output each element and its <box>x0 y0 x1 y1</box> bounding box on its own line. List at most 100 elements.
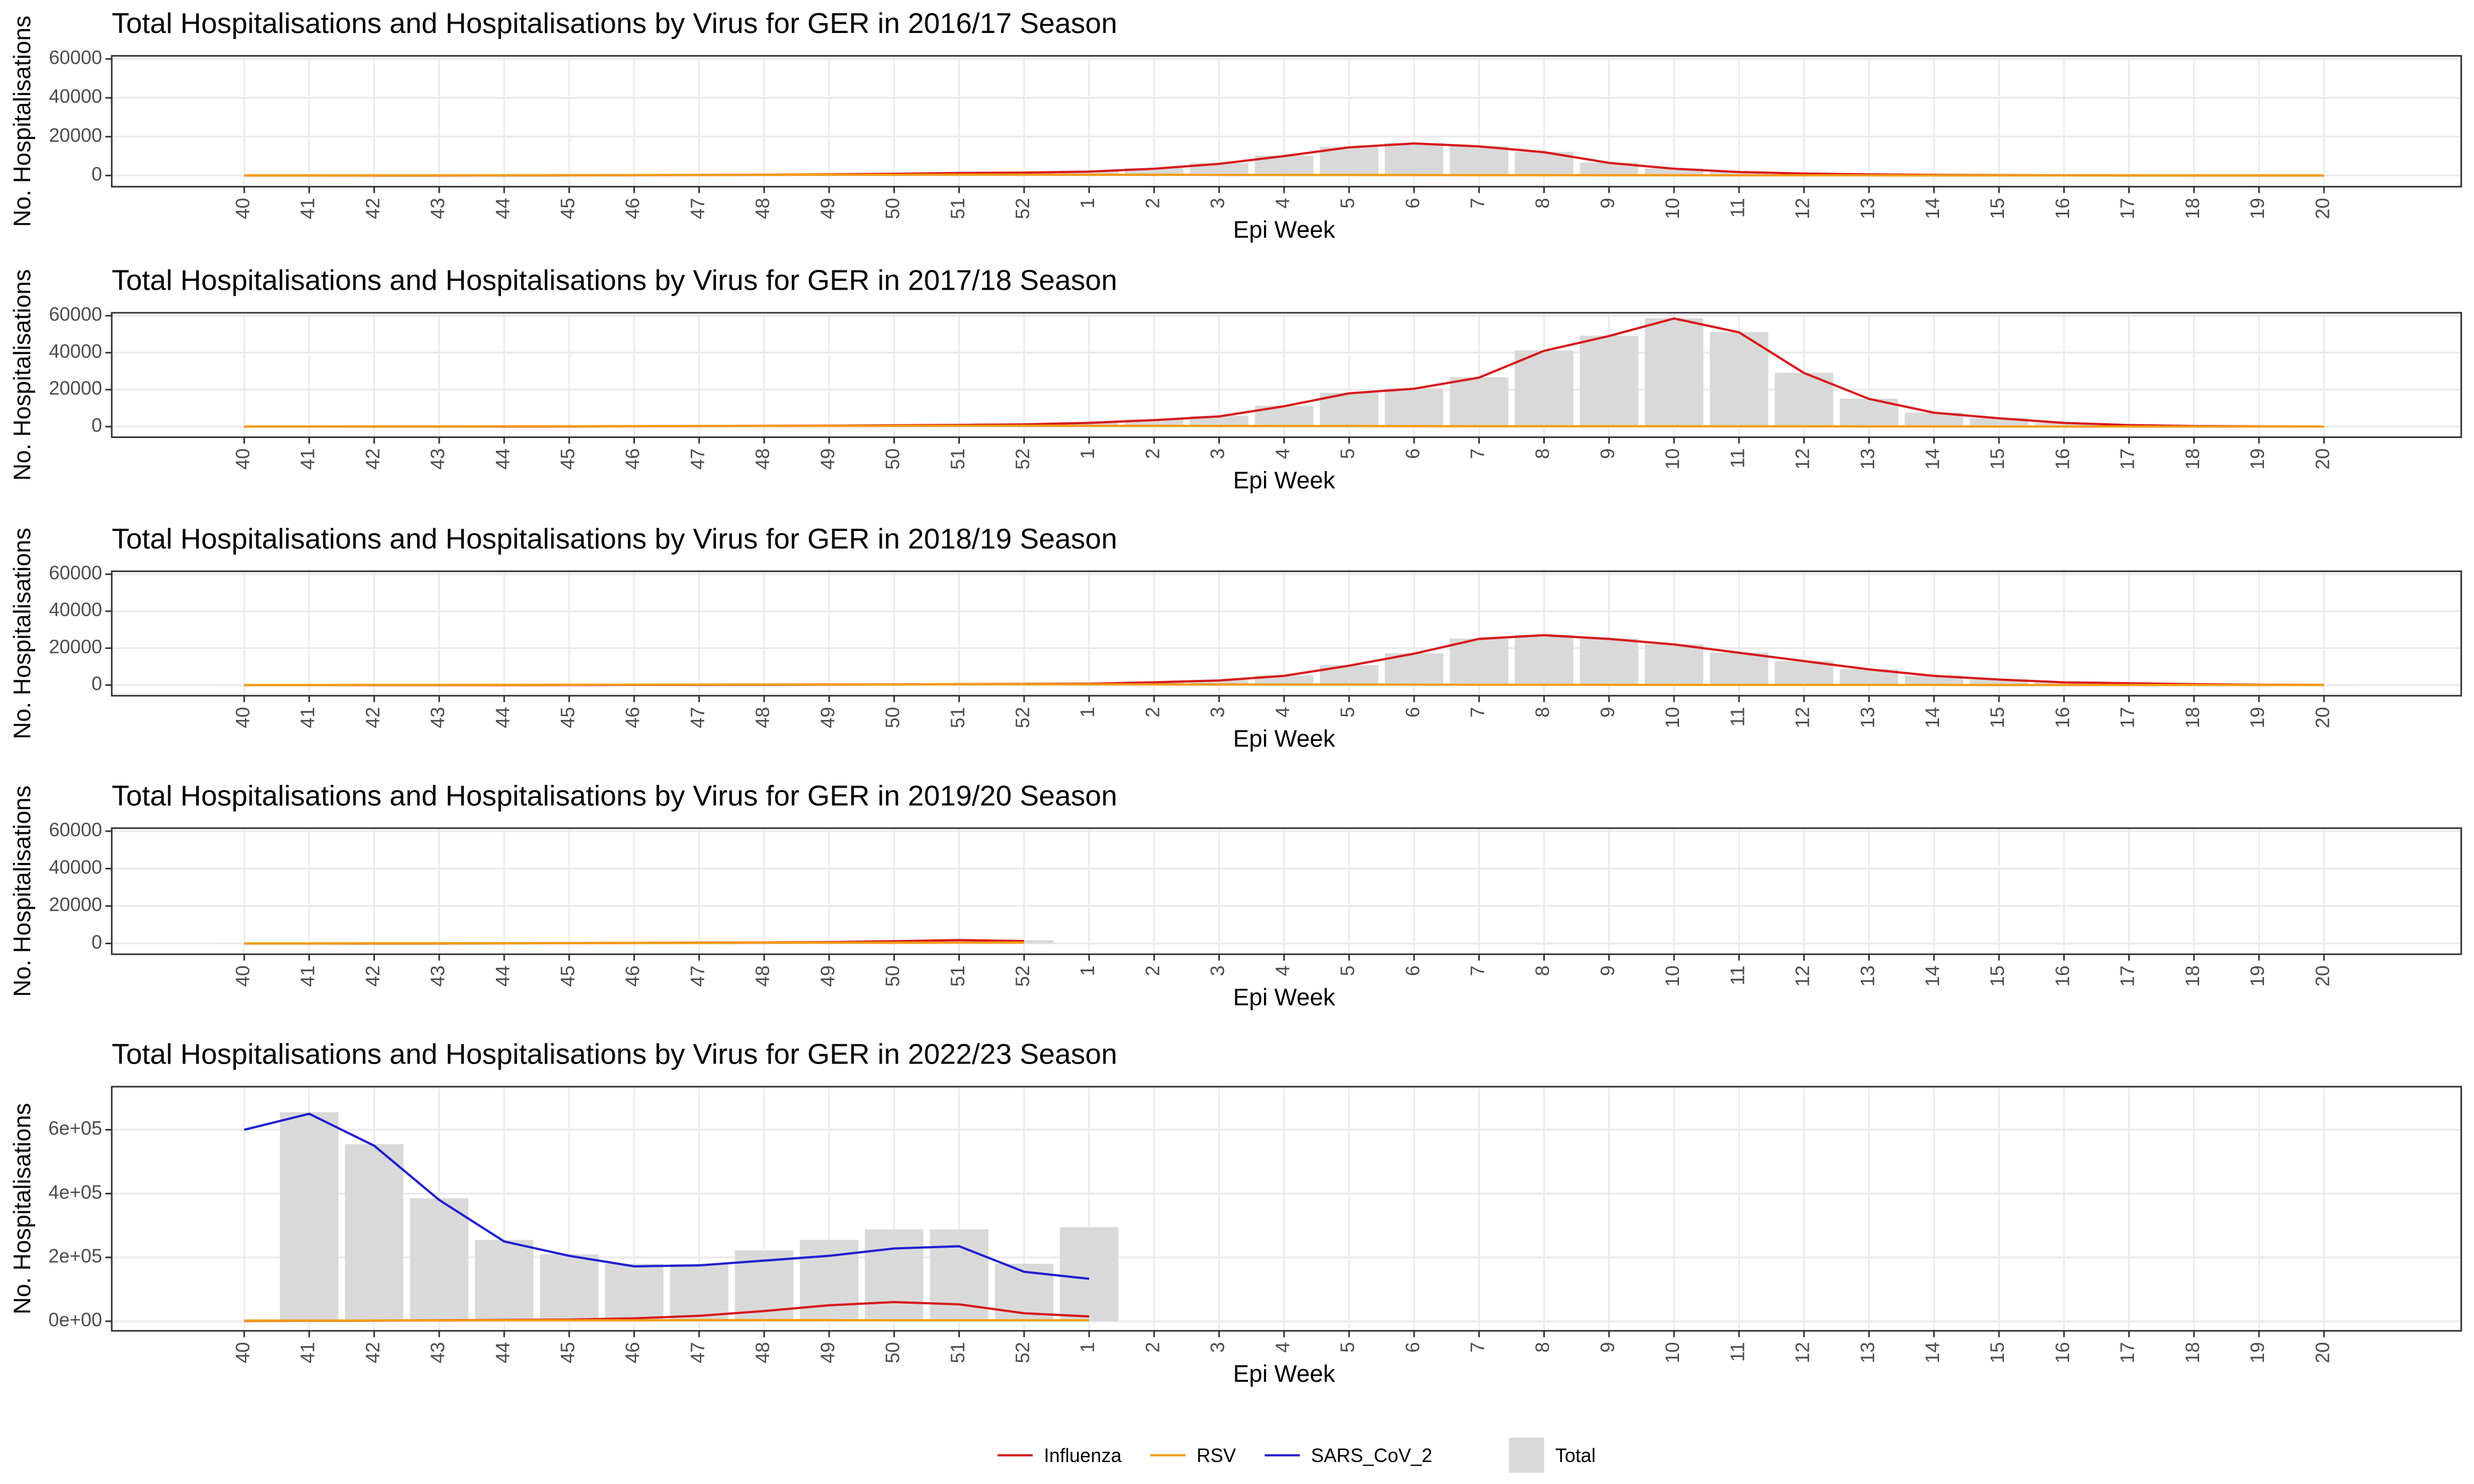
x-tick-label: 5 <box>1337 198 1359 208</box>
x-tick-label: 3 <box>1207 1342 1229 1353</box>
bar <box>1644 644 1704 685</box>
x-tick-label: 14 <box>1922 707 1943 728</box>
x-tick-label: 2 <box>1142 965 1163 976</box>
x-tick-label: 3 <box>1207 965 1229 976</box>
plot-border <box>111 55 2462 188</box>
x-tick-label: 6 <box>1402 707 1423 717</box>
x-tick-label: 8 <box>1532 965 1554 976</box>
x-tick-label: 1 <box>1077 198 1098 208</box>
bar <box>1709 171 1769 176</box>
x-tick-label: 42 <box>362 448 384 470</box>
x-tick-label: 15 <box>1987 1342 2008 1364</box>
legend-label: Influenza <box>1044 1445 1122 1466</box>
x-tick-label: 45 <box>557 198 578 219</box>
x-tick-label: 18 <box>2182 448 2204 470</box>
y-tick-label: 40000 <box>49 86 102 107</box>
x-tick-label: 4 <box>1272 198 1294 208</box>
plot-border <box>111 312 2462 438</box>
x-tick-label: 15 <box>1987 198 2008 219</box>
bar <box>1515 635 1573 685</box>
x-tick-label: 43 <box>427 1342 449 1364</box>
x-tick-label: 6 <box>1402 448 1423 459</box>
x-tick-label: 42 <box>362 198 384 219</box>
bar <box>1580 335 1638 427</box>
x-tick-label: 47 <box>687 1342 709 1364</box>
chart-title: Total Hospitalisations and Hospitalisati… <box>112 265 1117 297</box>
plot-border <box>111 827 2462 955</box>
x-tick-label: 3 <box>1207 707 1229 717</box>
x-tick-label: 3 <box>1207 448 1229 459</box>
x-axis-label: Epi Week <box>1233 467 1335 494</box>
x-tick-label: 12 <box>1792 448 1814 470</box>
chart-title: Total Hospitalisations and Hospitalisati… <box>112 523 1117 555</box>
x-tick-label: 9 <box>1597 707 1619 717</box>
bar <box>930 939 989 944</box>
x-tick-label: 11 <box>1727 448 1748 468</box>
x-tick-label: 42 <box>362 965 384 987</box>
x-tick-label: 14 <box>1922 198 1943 219</box>
bar <box>1190 679 1249 685</box>
x-tick-label: 51 <box>947 707 969 728</box>
bar <box>474 1239 534 1321</box>
y-tick-label: 40000 <box>49 857 102 878</box>
x-tick-label: 52 <box>1012 965 1034 987</box>
bar <box>1319 392 1379 427</box>
bar <box>1775 661 1834 685</box>
x-tick-label: 20 <box>2312 1342 2333 1364</box>
legend-label: Total <box>1555 1445 1596 1466</box>
x-tick-label: 13 <box>1857 1342 1879 1364</box>
y-axis-label: No. Hospitalisations <box>9 269 36 481</box>
x-tick-label: 48 <box>752 965 774 987</box>
y-tick-label: 60000 <box>49 304 102 325</box>
x-tick-label: 2 <box>1142 198 1163 208</box>
x-tick-label: 1 <box>1077 1342 1098 1353</box>
x-axis-label: Epi Week <box>1233 984 1335 1011</box>
bar <box>2035 423 2094 427</box>
bar <box>1644 318 1704 427</box>
bar <box>1904 675 1963 685</box>
x-tick-label: 18 <box>2182 965 2204 987</box>
x-tick-label: 11 <box>1727 1342 1748 1362</box>
x-tick-label: 18 <box>2182 1342 2204 1364</box>
x-tick-label: 51 <box>947 448 969 470</box>
chart-title: Total Hospitalisations and Hospitalisati… <box>112 1039 1117 1071</box>
x-tick-label: 15 <box>1987 448 2008 470</box>
x-tick-label: 18 <box>2182 707 2204 728</box>
bar <box>799 1239 859 1321</box>
bar <box>670 1264 728 1321</box>
x-tick-label: 17 <box>2117 1342 2139 1364</box>
x-tick-label: 40 <box>232 965 253 987</box>
x-tick-label: 45 <box>557 707 578 728</box>
y-tick-label: 0e+00 <box>48 1309 102 1331</box>
x-tick-label: 50 <box>882 965 904 987</box>
bar <box>2035 682 2094 685</box>
x-tick-label: 11 <box>1727 707 1748 727</box>
x-tick-label: 19 <box>2247 965 2268 987</box>
bar <box>410 1198 469 1321</box>
bar <box>865 1229 924 1321</box>
y-tick-label: 20000 <box>49 636 102 657</box>
x-tick-label: 49 <box>817 707 838 728</box>
x-tick-label: 17 <box>2117 707 2139 728</box>
x-tick-label: 46 <box>622 448 644 470</box>
x-tick-label: 40 <box>232 448 253 470</box>
bar <box>1384 143 1444 176</box>
y-tick-label: 6e+05 <box>48 1118 102 1139</box>
y-tick-label: 4e+05 <box>48 1182 102 1203</box>
y-axis-label: No. Hospitalisations <box>9 785 36 997</box>
x-tick-label: 4 <box>1272 1342 1294 1353</box>
x-tick-label: 46 <box>622 965 644 987</box>
x-tick-label: 48 <box>752 448 774 470</box>
y-tick-label: 20000 <box>49 125 102 146</box>
x-tick-label: 47 <box>687 198 709 219</box>
y-axis-label: No. Hospitalisations <box>9 1103 36 1315</box>
x-tick-label: 42 <box>362 1342 384 1364</box>
x-tick-label: 48 <box>752 198 774 219</box>
y-tick-label: 2e+05 <box>48 1245 102 1267</box>
x-tick-label: 44 <box>492 198 513 219</box>
x-tick-label: 41 <box>297 707 319 728</box>
x-tick-label: 46 <box>622 198 644 219</box>
x-tick-label: 15 <box>1987 965 2008 987</box>
bar <box>280 1112 339 1321</box>
y-tick-label: 60000 <box>49 819 102 840</box>
